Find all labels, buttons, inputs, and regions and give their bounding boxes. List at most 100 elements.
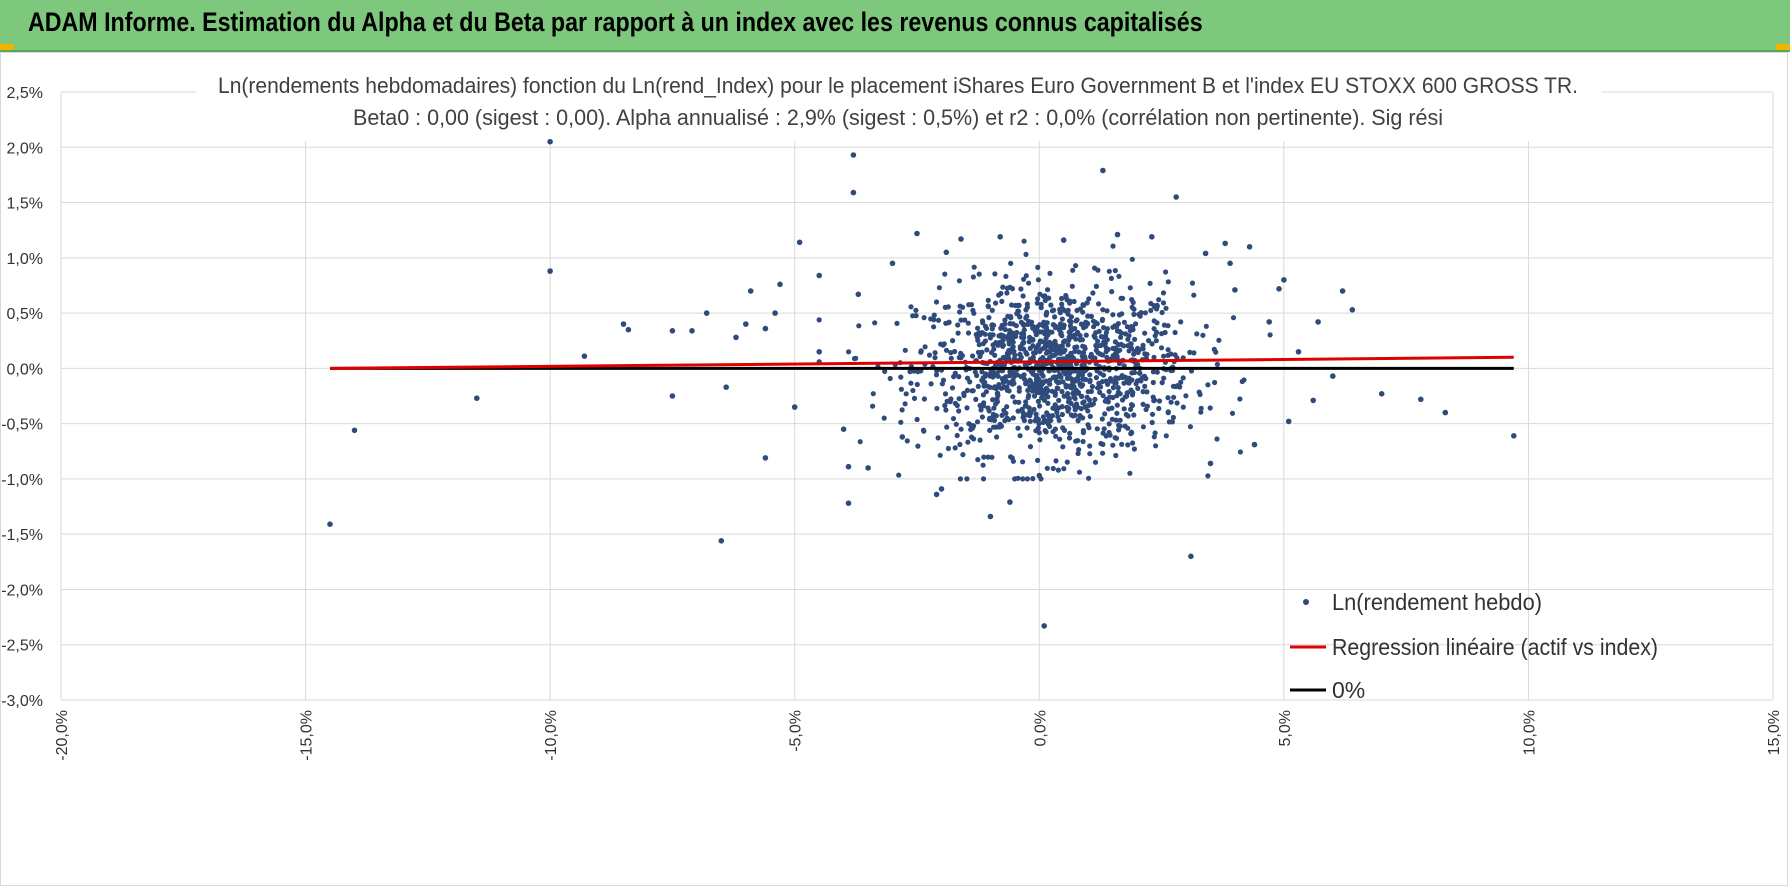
cloud-point <box>950 416 957 422</box>
cloud-point <box>1153 338 1159 344</box>
cloud-point <box>1020 333 1026 339</box>
cloud-point <box>966 421 972 427</box>
cloud-point <box>1149 411 1156 417</box>
cloud-point <box>991 424 997 430</box>
cloud-point <box>1102 341 1108 347</box>
cloud-point <box>1040 380 1046 386</box>
cloud-point <box>970 307 976 313</box>
data-point <box>718 538 725 544</box>
cloud-point <box>993 371 1000 377</box>
cloud-point <box>985 303 991 309</box>
cloud-point <box>1006 373 1013 379</box>
legend-label-points: Ln(rendement hebdo) <box>1332 589 1542 615</box>
cloud-point <box>1031 406 1037 413</box>
cloud-point <box>996 292 1002 298</box>
cloud-point <box>1130 389 1136 396</box>
data-point <box>581 353 588 360</box>
data-point <box>1285 418 1292 425</box>
cloud-point <box>992 352 998 358</box>
cloud-point <box>1086 296 1092 302</box>
cloud-point <box>1000 342 1007 348</box>
cloud-point <box>1053 342 1059 348</box>
cloud-point <box>1068 314 1074 320</box>
data-point <box>1349 307 1356 313</box>
data-point <box>1281 277 1287 283</box>
cloud-point <box>935 317 942 323</box>
data-point <box>474 395 480 402</box>
cloud-point <box>1036 430 1042 436</box>
cloud-point <box>987 384 993 390</box>
cloud-point <box>1030 386 1036 392</box>
cloud-point <box>1113 417 1119 423</box>
cloud-point <box>1140 401 1146 407</box>
cloud-point <box>936 285 943 291</box>
cloud-point <box>1125 336 1131 342</box>
cloud-point <box>1067 430 1073 436</box>
data-point <box>914 230 920 237</box>
cloud-point <box>1116 273 1122 279</box>
cloud-point <box>1022 362 1028 368</box>
cloud-point <box>960 304 966 310</box>
cloud-point <box>958 317 964 323</box>
cloud-point <box>1068 351 1074 357</box>
cloud-point <box>942 271 948 277</box>
data-point <box>1276 286 1282 292</box>
cloud-point <box>1053 433 1059 439</box>
cloud-point <box>1002 326 1008 333</box>
cloud-point <box>997 421 1003 427</box>
cloud-point <box>1066 399 1072 405</box>
cloud-point <box>1008 454 1014 460</box>
cloud-point <box>1122 423 1128 429</box>
cloud-point <box>1180 404 1186 410</box>
cloud-point <box>964 387 971 393</box>
cloud-point <box>980 462 986 468</box>
cloud-point <box>913 307 919 313</box>
data-point <box>987 513 994 520</box>
cloud-point <box>1120 295 1126 301</box>
data-point <box>1339 288 1346 294</box>
cloud-point <box>997 362 1004 368</box>
report-header: ADAM Informe. Estimation du Alpha et du … <box>0 0 1790 52</box>
cloud-point <box>981 383 987 389</box>
cloud-point <box>964 405 970 411</box>
cloud-point <box>1097 389 1103 395</box>
cloud-point <box>1051 307 1057 313</box>
cloud-point <box>1064 459 1070 465</box>
cloud-point <box>1035 296 1041 302</box>
cloud-point <box>1010 415 1016 421</box>
data-point <box>733 334 739 341</box>
cloud-point <box>1105 346 1111 352</box>
data-point <box>1418 396 1424 403</box>
cloud-point <box>1092 396 1098 402</box>
cloud-point <box>1112 378 1118 384</box>
cloud-point <box>979 330 986 336</box>
x-tick-label: -15,0% <box>299 710 316 761</box>
cloud-point <box>1020 340 1026 346</box>
cloud-point <box>1008 315 1014 321</box>
data-point <box>1251 441 1258 448</box>
cloud-point <box>1044 419 1051 425</box>
cloud-point <box>1117 391 1123 397</box>
cloud-point <box>1214 436 1220 442</box>
cloud-point <box>1121 319 1127 325</box>
cloud-point <box>1032 350 1038 356</box>
cloud-point <box>1100 450 1106 456</box>
cloud-point <box>1024 301 1030 307</box>
cloud-point <box>1050 345 1056 351</box>
cloud-point <box>931 317 937 323</box>
cloud-point <box>1035 417 1042 423</box>
cloud-point <box>1198 409 1204 415</box>
cloud-point <box>1216 337 1222 343</box>
cloud-point <box>1085 313 1091 319</box>
cloud-point <box>1043 350 1050 356</box>
cloud-point <box>1142 310 1148 316</box>
data-point <box>1511 433 1517 439</box>
cloud-point <box>991 346 997 352</box>
cloud-point <box>1133 321 1139 327</box>
cloud-point <box>915 443 921 449</box>
cloud-point <box>1068 319 1074 325</box>
cloud-point <box>1131 446 1137 452</box>
cloud-point <box>942 402 948 409</box>
cloud-point <box>1165 279 1171 285</box>
data-point <box>762 455 769 461</box>
